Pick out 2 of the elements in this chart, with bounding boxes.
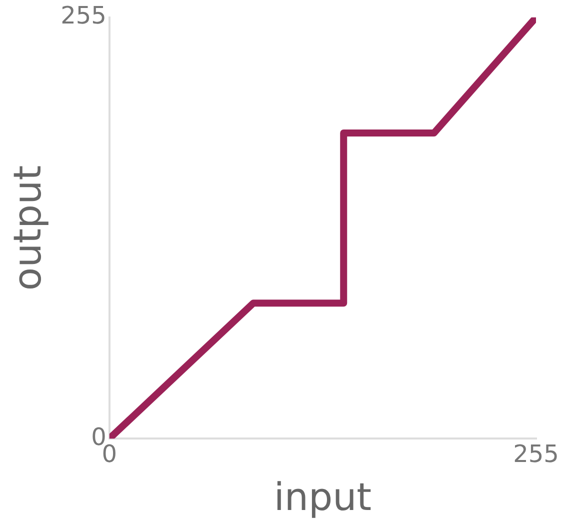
y-axis-title: output [6,165,50,291]
x-axis-title: input [274,475,372,520]
